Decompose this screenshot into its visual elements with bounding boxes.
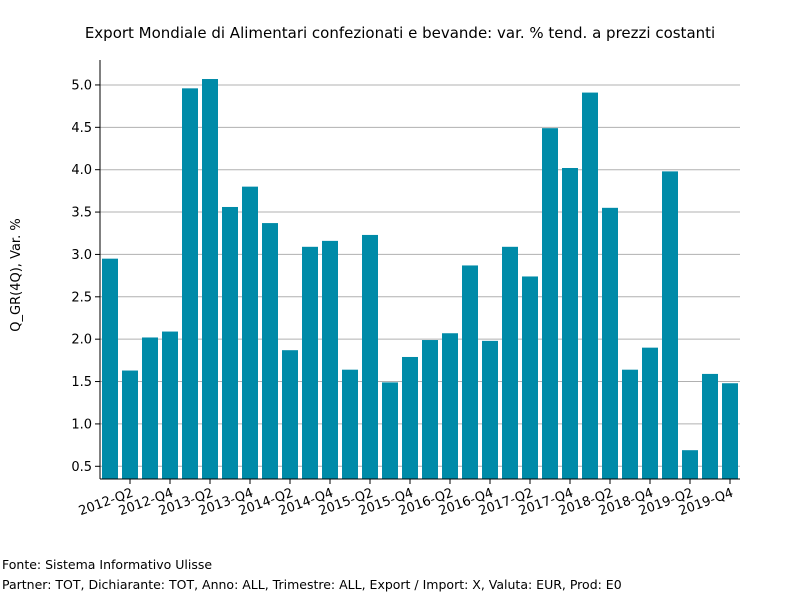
- bar-2017-Q3: [542, 128, 558, 480]
- bar-2016-Q1: [422, 340, 438, 479]
- bar-2018-Q2: [602, 207, 618, 479]
- bar-2014-Q1: [262, 223, 278, 479]
- y-tick-label: 0.5: [71, 460, 92, 475]
- bar-2013-Q1: [182, 88, 198, 480]
- bar-2016-Q4: [482, 340, 498, 479]
- bar-2019-Q3: [702, 373, 718, 479]
- filter-note: Partner: TOT, Dichiarante: TOT, Anno: AL…: [2, 577, 622, 592]
- bar-2018-Q1: [582, 92, 598, 479]
- y-tick-label: 3.0: [71, 248, 92, 263]
- bar-2019-Q4: [722, 383, 738, 479]
- chart-title: Export Mondiale di Alimentari confeziona…: [84, 24, 716, 42]
- bar-2015-Q4: [402, 356, 418, 479]
- bar-2017-Q2: [522, 276, 538, 479]
- y-axis-ticks: 0.5 1.0 1.5 2.0 2.5 3.0 3.5 4.0 4.5 5.0: [71, 78, 100, 475]
- x-axis-ticks: 2012-Q22012-Q42013-Q22013-Q42014-Q22014-…: [77, 479, 735, 519]
- bar-2017-Q1: [502, 246, 518, 479]
- bar-2012-Q1: [102, 258, 118, 479]
- bar-2019-Q1: [662, 171, 678, 480]
- bar-2013-Q3: [222, 206, 238, 479]
- y-tick-label: 2.0: [71, 333, 92, 348]
- bar-2016-Q3: [462, 265, 478, 479]
- bar-2016-Q2: [442, 333, 458, 479]
- y-tick-label: 4.5: [71, 121, 92, 136]
- bar-2018-Q4: [642, 347, 658, 479]
- bar-2018-Q3: [622, 369, 638, 479]
- bar-2013-Q2: [202, 79, 218, 480]
- axes: [99, 60, 740, 480]
- bar-2015-Q1: [342, 369, 358, 479]
- bar-2013-Q4: [242, 186, 258, 480]
- bar-2017-Q4: [562, 167, 578, 479]
- bar-2015-Q3: [382, 382, 398, 479]
- y-tick-label: 3.5: [71, 206, 92, 221]
- bar-2014-Q2: [282, 350, 298, 479]
- bar-2012-Q3: [142, 337, 158, 479]
- bar-2012-Q2: [122, 370, 138, 479]
- bar-2015-Q2: [362, 234, 378, 479]
- bar-2012-Q4: [162, 331, 178, 479]
- bar-2014-Q3: [302, 246, 318, 479]
- y-tick-label: 4.0: [71, 163, 92, 178]
- y-tick-label: 1.0: [71, 417, 92, 432]
- source-note: Fonte: Sistema Informativo Ulisse: [2, 557, 213, 572]
- bar-2019-Q2: [682, 450, 698, 479]
- y-tick-label: 1.5: [71, 375, 92, 390]
- bars: [102, 79, 738, 480]
- y-tick-label: 5.0: [71, 78, 92, 93]
- y-axis-label: Q_GR(4Q), Var. %: [9, 218, 24, 331]
- bar-2014-Q4: [322, 240, 338, 479]
- y-tick-label: 2.5: [71, 290, 92, 305]
